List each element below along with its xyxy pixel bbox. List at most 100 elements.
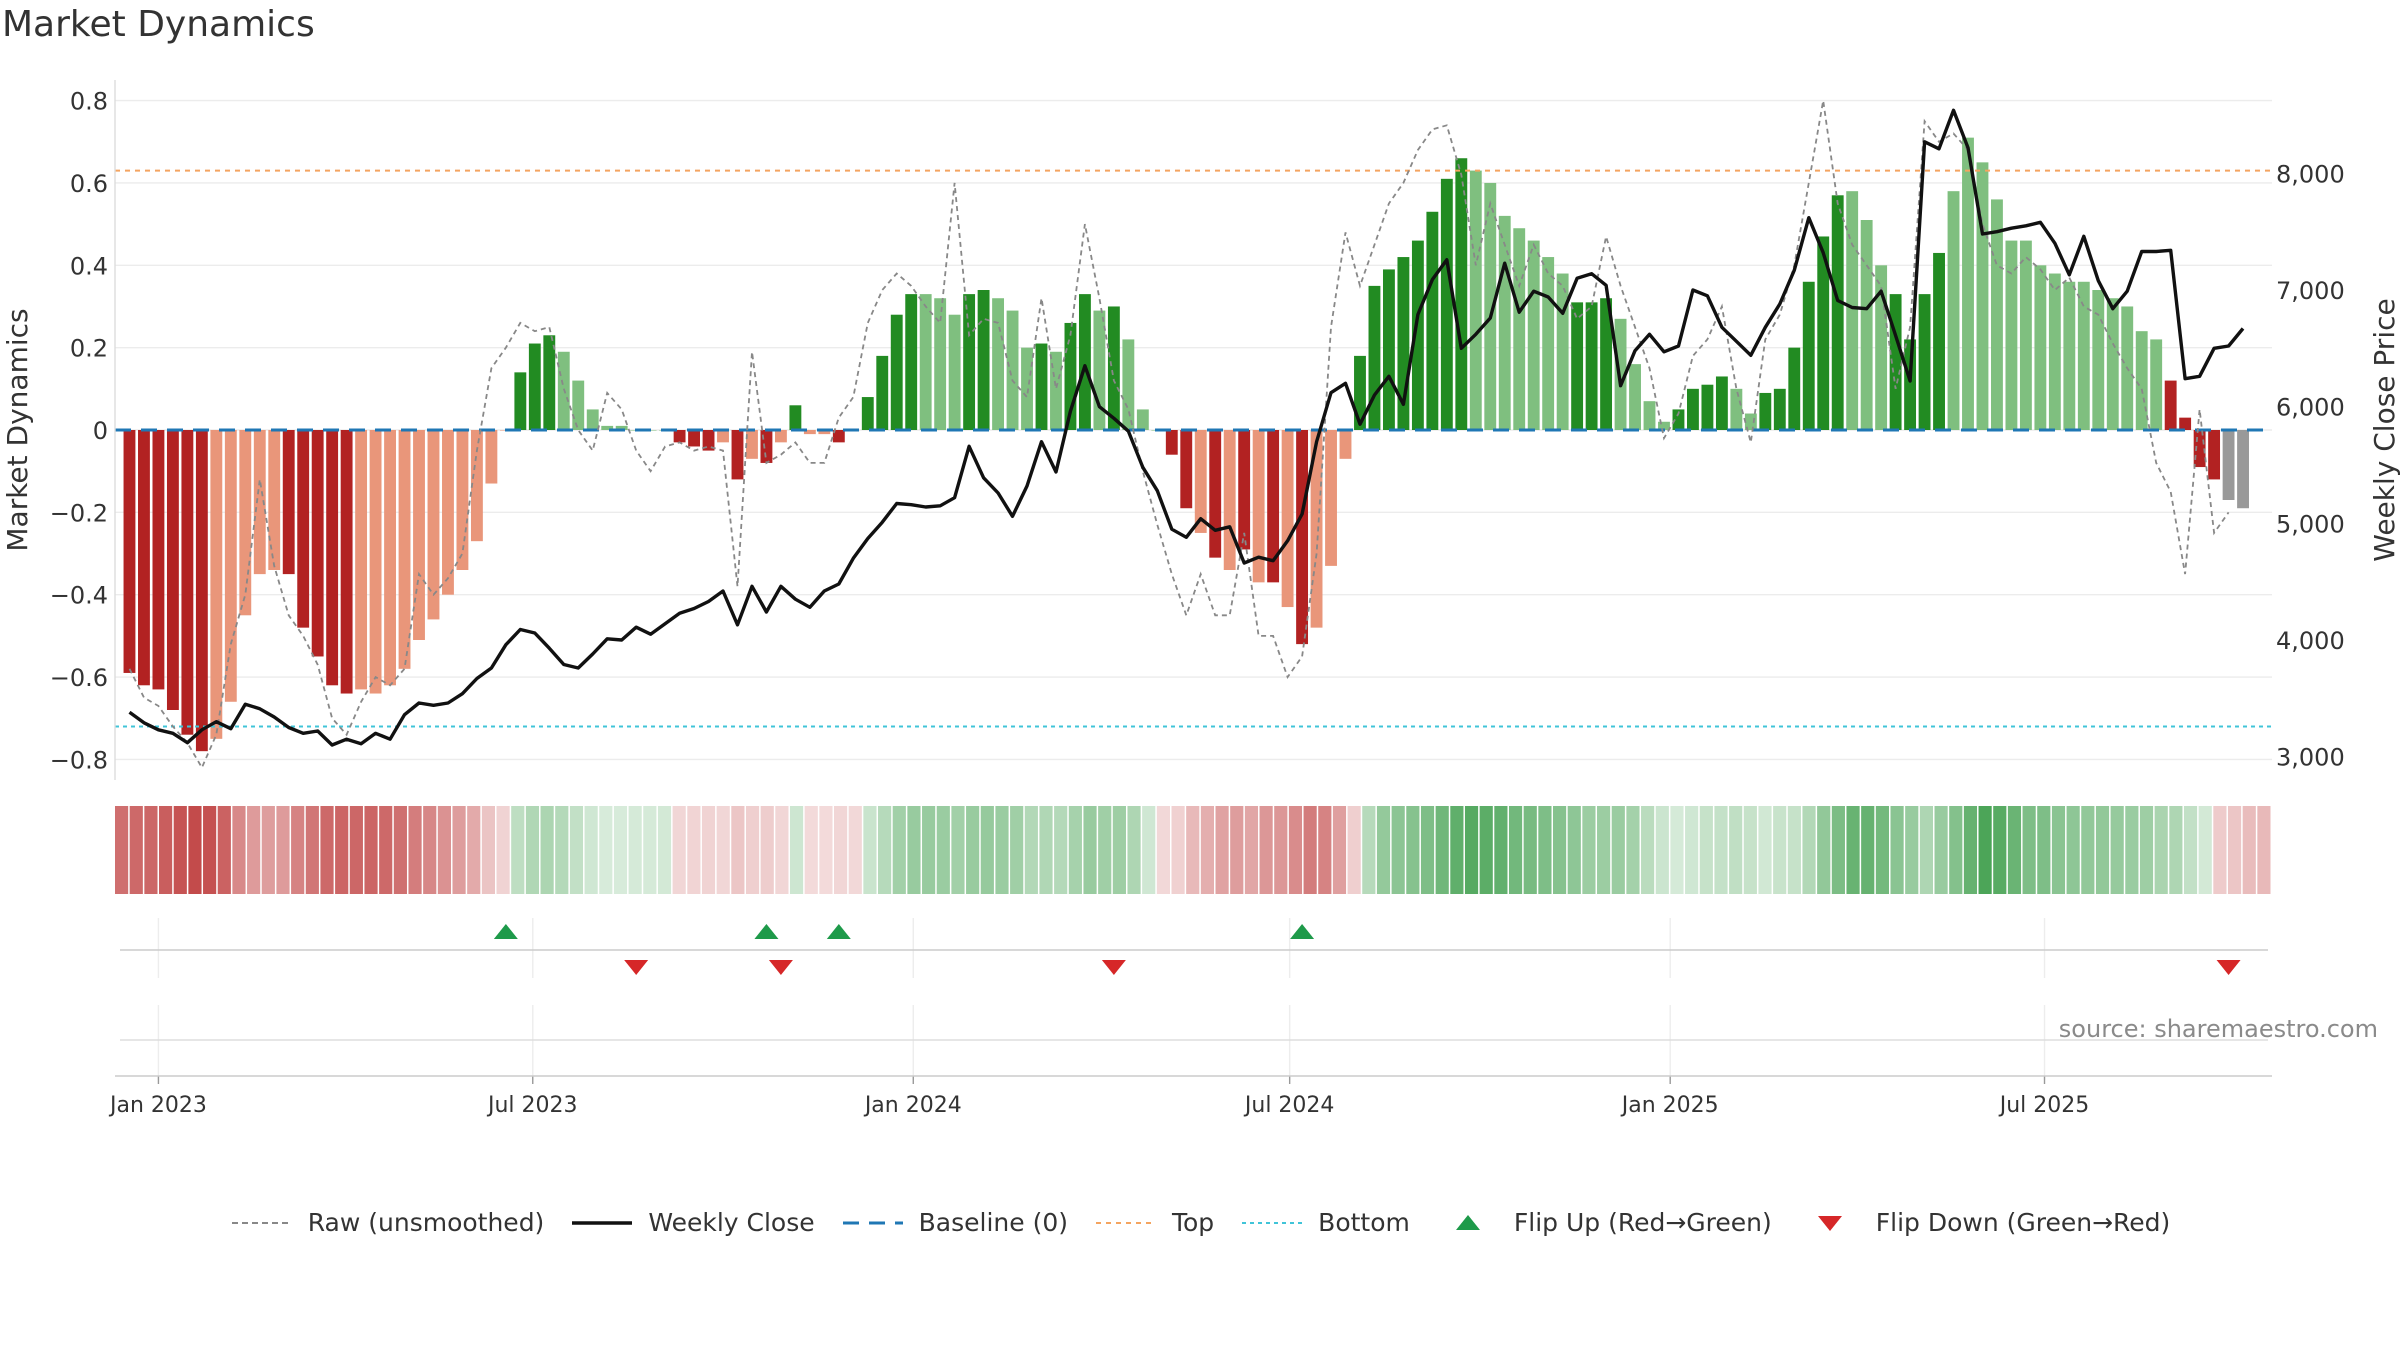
heat-strip-cell bbox=[349, 806, 363, 894]
heat-strip-cell bbox=[555, 806, 569, 894]
heat-strip-cell bbox=[408, 806, 422, 894]
heat-strip-cell bbox=[2242, 806, 2256, 894]
dynamics-bar bbox=[543, 335, 556, 430]
heat-strip-cell bbox=[966, 806, 980, 894]
chart-legend: Raw (unsmoothed) Weekly Close Baseline (0)… bbox=[0, 1208, 2400, 1237]
heat-strip-cell bbox=[1230, 806, 1244, 894]
dynamics-bar bbox=[1759, 392, 1772, 430]
dynamics-bar bbox=[1194, 430, 1207, 533]
dynamics-bar bbox=[485, 430, 498, 484]
heat-strip-cell bbox=[1934, 806, 1948, 894]
dynamics-bar bbox=[1325, 430, 1337, 566]
x-tick-label: Jul 2023 bbox=[486, 1093, 578, 1118]
y-right-tick-label: 8,000 bbox=[2276, 160, 2345, 188]
heat-strip-cell bbox=[540, 806, 554, 894]
y-left-axis-label: Market Dynamics bbox=[1, 308, 34, 551]
dynamics-bar bbox=[1788, 347, 1801, 430]
dynamics-bar bbox=[1021, 347, 1033, 430]
heat-strip-cell bbox=[907, 806, 921, 894]
heat-strip-cell bbox=[1479, 806, 1493, 894]
heat-strip-cell bbox=[511, 806, 525, 894]
heat-strip-cell bbox=[657, 806, 672, 894]
legend-item-close: Weekly Close bbox=[570, 1208, 815, 1237]
heat-strip bbox=[115, 806, 2271, 894]
heat-strip-cell bbox=[467, 806, 481, 894]
heat-strip-cell bbox=[789, 806, 804, 894]
raw-series bbox=[128, 100, 2230, 770]
heat-strip-cell bbox=[1758, 806, 1772, 894]
heat-strip-cell bbox=[247, 806, 261, 894]
dynamics-bar bbox=[1397, 257, 1410, 430]
heat-strip-cell bbox=[643, 806, 657, 894]
heat-strip-cell bbox=[1347, 806, 1361, 894]
heat-strip-cell bbox=[1303, 806, 1317, 894]
dynamics-bar bbox=[355, 430, 368, 690]
dynamics-bar bbox=[934, 298, 947, 430]
dynamics-bar bbox=[1715, 376, 1728, 430]
heat-strip-cell bbox=[217, 806, 231, 894]
dynamics-bar bbox=[1296, 430, 1309, 645]
heat-strip-cell bbox=[834, 806, 848, 894]
dynamics-bar bbox=[1730, 388, 1743, 430]
heat-strip-cell bbox=[760, 806, 774, 894]
dynamics-bar bbox=[1860, 220, 1873, 430]
dynamics-bar bbox=[1281, 430, 1294, 608]
heat-strip-cell bbox=[1773, 806, 1787, 894]
heat-strip-cell bbox=[687, 806, 701, 894]
dynamics-bar bbox=[224, 430, 237, 702]
heat-strip-cell bbox=[1978, 806, 1992, 894]
heat-strip-cell bbox=[2198, 806, 2212, 894]
heat-strip-cell bbox=[1846, 806, 1860, 894]
dynamics-bar bbox=[2179, 417, 2192, 430]
heat-strip-cell bbox=[995, 806, 1009, 894]
dynamics-bar bbox=[152, 430, 165, 690]
heat-strip-cell bbox=[1288, 806, 1303, 894]
legend-item-flip-up: Flip Up (Red→Green) bbox=[1436, 1208, 1772, 1237]
legend-swatch-bottom bbox=[1242, 1221, 1303, 1224]
heat-strip-cell bbox=[1259, 806, 1273, 894]
y-right-tick-label: 4,000 bbox=[2276, 627, 2345, 655]
heat-strip-cell bbox=[1362, 806, 1376, 894]
dynamics-bar bbox=[1238, 430, 1251, 550]
dynamics-bar bbox=[1223, 430, 1236, 570]
heat-strip-cell bbox=[1949, 806, 1963, 894]
dynamics-bar bbox=[326, 430, 339, 686]
date-axis: Jan 2023 Jul 2023 Jan 2024 Jul 2024 Jan 2025… bbox=[108, 1075, 2272, 1118]
legend-label: Bottom bbox=[1318, 1208, 1410, 1237]
flip-markers-panel bbox=[120, 918, 2268, 1080]
legend-label: Raw (unsmoothed) bbox=[307, 1208, 545, 1237]
heat-strip-cell bbox=[1450, 806, 1464, 894]
heat-strip-cell bbox=[2022, 806, 2036, 894]
dynamics-bar bbox=[2019, 240, 2032, 430]
dynamics-bar bbox=[1600, 298, 1613, 430]
heat-strip-cell bbox=[1010, 806, 1024, 894]
axes: −0.8 −0.6 −0.4 −0.2 0 0.2 0.4 0.6 0.8 3,000 4,000 5… bbox=[1, 80, 2400, 780]
dynamics-bar bbox=[688, 430, 700, 447]
heat-strip-cell bbox=[379, 806, 393, 894]
heat-strip-cell bbox=[1699, 806, 1713, 894]
heat-strip-cell bbox=[1817, 806, 1831, 894]
dynamics-bar bbox=[2092, 290, 2105, 430]
dynamics-bar bbox=[948, 314, 961, 430]
raw-line bbox=[128, 100, 2230, 770]
dynamics-bar bbox=[2034, 265, 2047, 430]
heat-strip-cell bbox=[1318, 806, 1332, 894]
dynamics-bar bbox=[615, 425, 628, 430]
dynamics-bar bbox=[1411, 240, 1424, 430]
heat-strip-cell bbox=[2110, 806, 2124, 894]
dynamics-bar bbox=[138, 430, 150, 686]
dynamics-bar bbox=[1658, 421, 1670, 430]
dynamics-bar bbox=[2150, 339, 2163, 430]
heat-strip-cell bbox=[2169, 806, 2183, 894]
heat-strip-cell bbox=[804, 806, 818, 894]
dynamics-bar bbox=[1093, 310, 1106, 430]
dynamics-bar bbox=[1513, 228, 1526, 430]
dynamics-bar bbox=[456, 430, 469, 570]
dynamics-bar bbox=[832, 430, 845, 443]
heat-strip-cell bbox=[144, 806, 158, 894]
dynamics-bar bbox=[1962, 137, 1974, 430]
dynamics-bar bbox=[1701, 384, 1714, 430]
heat-strip-cell bbox=[1641, 806, 1655, 894]
heat-strip-cell bbox=[716, 806, 730, 894]
dynamics-bar bbox=[427, 430, 440, 620]
